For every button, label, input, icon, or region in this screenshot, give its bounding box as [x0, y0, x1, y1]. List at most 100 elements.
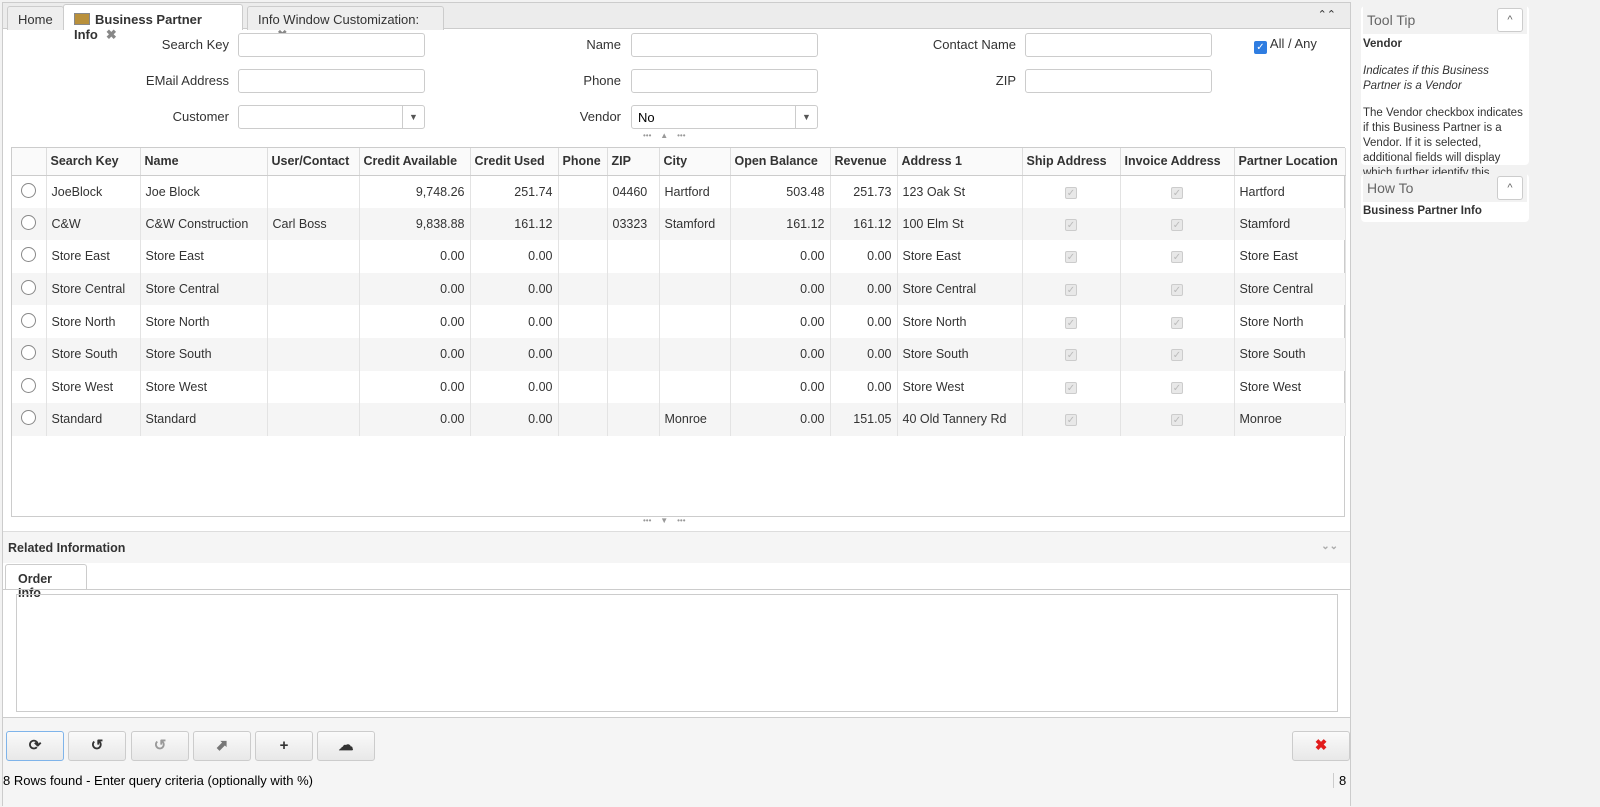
- customer-label: Customer: [172, 109, 229, 124]
- refresh-button[interactable]: ⟳: [6, 731, 64, 761]
- column-header[interactable]: Search Key: [46, 148, 141, 176]
- column-header[interactable]: Partner Location: [1234, 148, 1346, 176]
- column-header[interactable]: [12, 148, 47, 176]
- select-cell[interactable]: [12, 337, 47, 371]
- column-header[interactable]: Credit Available: [359, 148, 471, 176]
- table-row[interactable]: JoeBlock Joe Block 9,748.26 251.74 04460 Hart…: [12, 175, 1346, 208]
- row-select-radio[interactable]: [21, 182, 37, 198]
- column-header[interactable]: City: [659, 148, 731, 176]
- checkbox-checked-icon: ✓: [1171, 284, 1183, 297]
- column-header[interactable]: Phone: [558, 148, 608, 176]
- cell: [267, 403, 360, 436]
- tab-order-info[interactable]: Order Info: [5, 564, 87, 600]
- row-select-radio[interactable]: [21, 214, 37, 230]
- cell: 0.00: [830, 370, 898, 404]
- cell: Store South: [897, 337, 1023, 371]
- column-header[interactable]: Address 1: [897, 148, 1023, 176]
- row-select-radio[interactable]: [21, 312, 37, 328]
- select-cell[interactable]: [12, 403, 47, 436]
- chevron-down-icon[interactable]: ▼: [795, 106, 817, 128]
- table-row[interactable]: Store Central Store Central 0.00 0.00 0.00 0.…: [12, 272, 1346, 306]
- chevron-up-icon[interactable]: ^: [1497, 8, 1523, 32]
- howto-panel: How To ^ Business Partner Info: [1361, 174, 1529, 222]
- zip-input[interactable]: [1025, 69, 1212, 93]
- table-row[interactable]: Standard Standard 0.00 0.00 Monroe 0.00 151.05…: [12, 403, 1346, 436]
- select-cell[interactable]: [12, 272, 47, 306]
- cell: 251.73: [830, 175, 898, 208]
- column-header[interactable]: User/Contact: [267, 148, 360, 176]
- column-header[interactable]: Open Balance: [730, 148, 831, 176]
- cell: Store North: [46, 305, 141, 338]
- related-information-header[interactable]: Related Information ⌄⌄: [3, 531, 1350, 563]
- cell: [267, 175, 360, 208]
- cell: 0.00: [830, 272, 898, 306]
- row-select-radio[interactable]: [21, 377, 37, 393]
- cell: 40 Old Tannery Rd: [897, 403, 1023, 436]
- chevron-down-icon[interactable]: ▼: [402, 106, 424, 128]
- new-button[interactable]: +: [255, 731, 313, 761]
- history-icon: ↺: [153, 737, 167, 754]
- cell: 503.48: [730, 175, 831, 208]
- search-key-input[interactable]: [238, 33, 425, 57]
- cell: 0.00: [470, 337, 559, 371]
- vendor-select[interactable]: No ▼: [631, 105, 818, 129]
- export-button[interactable]: ☁: [317, 731, 375, 761]
- select-cell[interactable]: [12, 175, 47, 208]
- row-select-radio[interactable]: [21, 247, 37, 263]
- cell: Store South: [46, 337, 141, 371]
- column-header[interactable]: Invoice Address: [1120, 148, 1235, 176]
- row-select-radio[interactable]: [21, 410, 37, 426]
- column-header[interactable]: Ship Address: [1022, 148, 1121, 176]
- table-row[interactable]: Store West Store West 0.00 0.00 0.00 0.00 Stor…: [12, 370, 1346, 404]
- cell: [607, 403, 660, 436]
- column-header[interactable]: Name: [140, 148, 268, 176]
- chevron-up-icon[interactable]: ^: [1497, 176, 1523, 200]
- table-row[interactable]: C&W C&W Construction Carl Boss 9,838.88 161.…: [12, 207, 1346, 241]
- row-select-radio[interactable]: [21, 345, 37, 361]
- cell: [558, 403, 608, 436]
- cell: Store South: [1234, 337, 1346, 371]
- cell: 0.00: [830, 337, 898, 371]
- select-cell[interactable]: [12, 240, 47, 273]
- cell: [267, 305, 360, 338]
- row-select-radio[interactable]: [21, 280, 37, 296]
- cell: 0.00: [359, 370, 471, 404]
- cancel-button[interactable]: ✖: [1292, 731, 1350, 761]
- table-row[interactable]: Store North Store North 0.00 0.00 0.00 0.00 St…: [12, 305, 1346, 338]
- column-header[interactable]: ZIP: [607, 148, 660, 176]
- phone-input[interactable]: [631, 69, 818, 93]
- contact-name-input[interactable]: [1025, 33, 1212, 57]
- select-cell[interactable]: [12, 305, 47, 338]
- close-icon[interactable]: ✖: [105, 27, 117, 42]
- select-cell[interactable]: [12, 207, 47, 241]
- splitter-handle[interactable]: ••• ▼ •••: [643, 516, 686, 525]
- tab-business-partner-info[interactable]: Business Partner Info ✖: [63, 4, 243, 42]
- table-row[interactable]: Store East Store East 0.00 0.00 0.00 0.00 Stor…: [12, 240, 1346, 273]
- expand-icon[interactable]: ⌄⌄: [1321, 541, 1338, 552]
- related-title: Related Information: [8, 541, 126, 555]
- column-header[interactable]: Revenue: [830, 148, 898, 176]
- all-any-checkbox[interactable]: ✓ All / Any: [1254, 36, 1317, 54]
- tab-info-window-customization[interactable]: Info Window Customization: ...✖: [247, 6, 444, 42]
- cell: [558, 370, 608, 404]
- zoom-button[interactable]: ⬈: [193, 731, 251, 761]
- splitter-handle[interactable]: ••• ▲ •••: [643, 131, 686, 140]
- cell: 0.00: [359, 240, 471, 273]
- name-input[interactable]: [631, 33, 818, 57]
- email-input[interactable]: [238, 69, 425, 93]
- reset-button[interactable]: ↺: [68, 731, 126, 761]
- column-header[interactable]: Credit Used: [470, 148, 559, 176]
- tab-home[interactable]: Home: [7, 6, 64, 30]
- cell: 0.00: [730, 370, 831, 404]
- cell: ✓: [1022, 337, 1121, 371]
- customer-select[interactable]: ▼: [238, 105, 425, 129]
- cell: Store Central: [1234, 272, 1346, 306]
- collapse-icon[interactable]: ⌃⌃: [1317, 9, 1336, 21]
- table-row[interactable]: Store South Store South 0.00 0.00 0.00 0.00 St…: [12, 337, 1346, 371]
- cell: [558, 305, 608, 338]
- cell: 0.00: [359, 337, 471, 371]
- cell: [607, 305, 660, 338]
- cell: ✓: [1120, 207, 1235, 241]
- select-cell[interactable]: [12, 370, 47, 404]
- history-button[interactable]: ↺: [131, 731, 189, 761]
